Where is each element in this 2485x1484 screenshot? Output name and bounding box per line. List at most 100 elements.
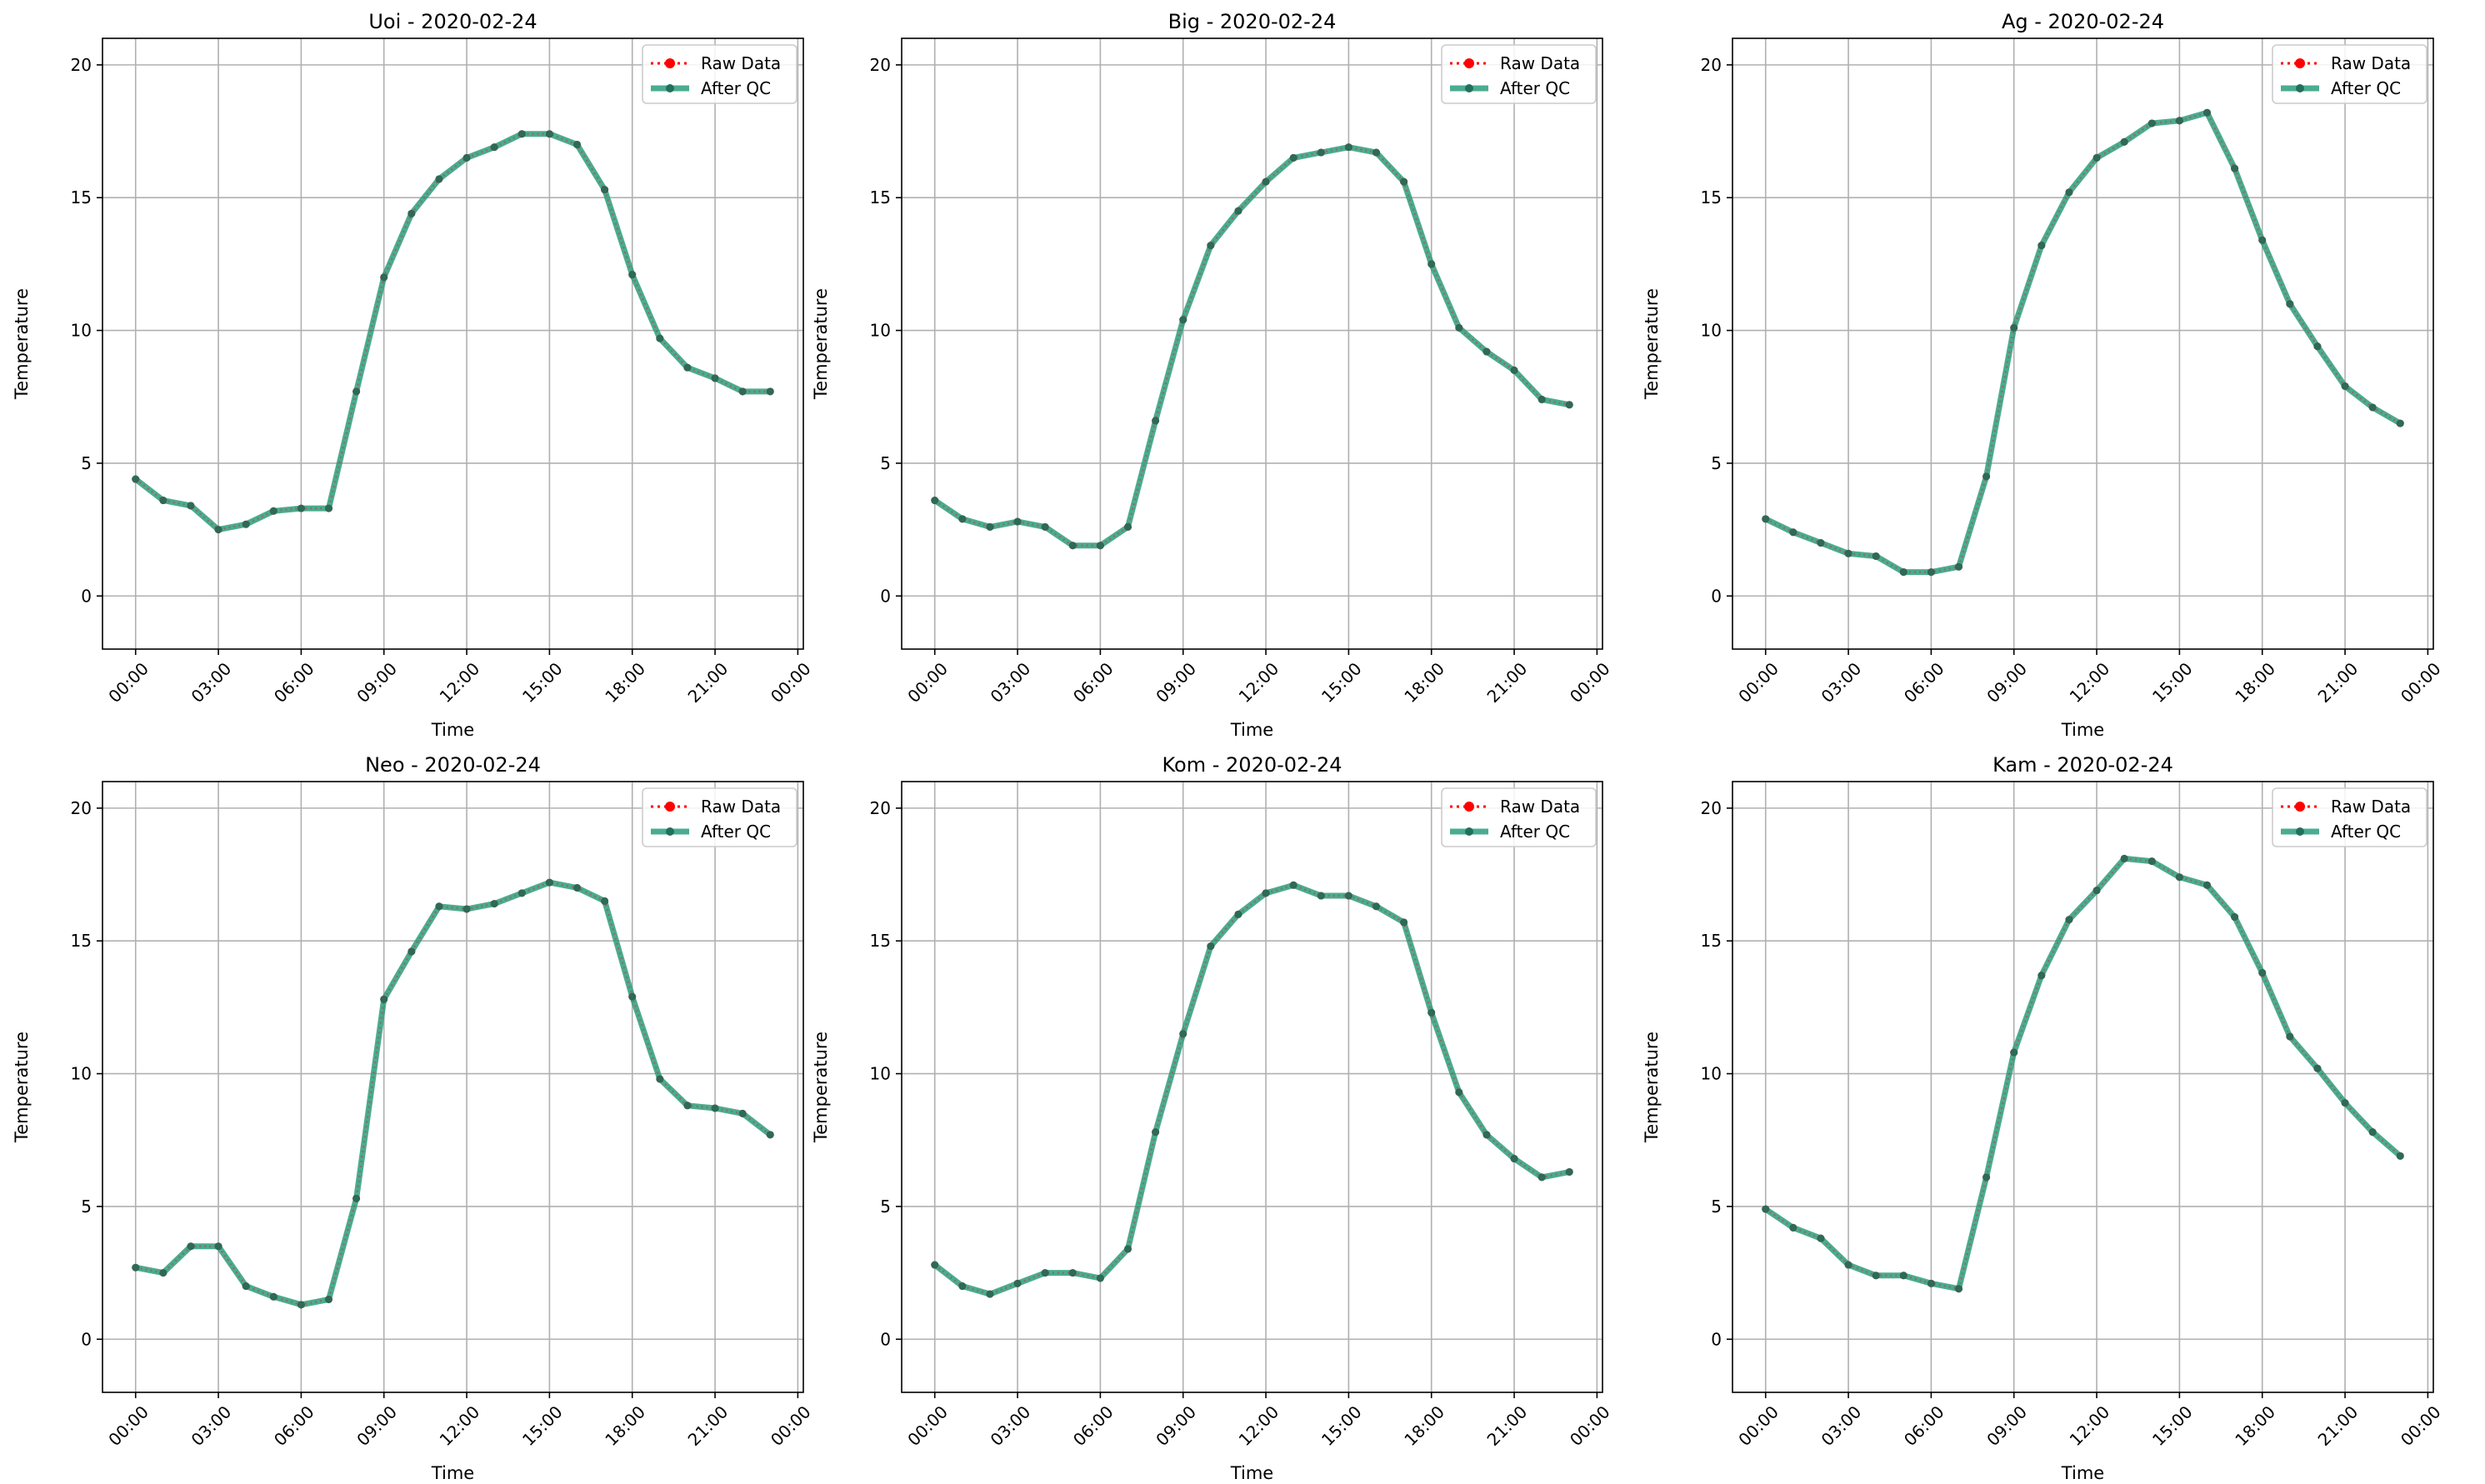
data-point-after-qc xyxy=(352,387,361,396)
data-point-after-qc xyxy=(711,374,719,382)
y-tick-label: 0 xyxy=(81,1329,92,1349)
data-point-after-qc xyxy=(2175,873,2183,882)
x-axis-label: Time xyxy=(1230,720,1273,740)
data-point-after-qc xyxy=(187,1242,195,1251)
data-point-after-qc xyxy=(2092,887,2101,895)
y-axis-label: Temperature xyxy=(12,288,32,400)
plot-frame xyxy=(1732,37,2434,650)
data-point-after-qc xyxy=(1400,177,1408,186)
data-point-after-qc xyxy=(2148,857,2156,866)
data-point-after-qc xyxy=(1317,892,1325,900)
data-point-after-qc xyxy=(1124,1245,1132,1253)
data-point-after-qc xyxy=(601,186,609,194)
data-point-after-qc xyxy=(1207,942,1215,951)
data-point-after-qc xyxy=(1289,881,1298,889)
data-point-after-qc xyxy=(1538,1173,1546,1182)
data-point-after-qc xyxy=(1762,515,1770,523)
subplot-title: Big - 2020-02-24 xyxy=(1168,10,1337,33)
data-point-after-qc xyxy=(2396,1152,2404,1160)
data-point-after-qc xyxy=(738,1109,747,1117)
y-tick-label: 20 xyxy=(870,798,891,818)
data-point-after-qc xyxy=(1289,153,1298,162)
series-line-raw-data xyxy=(134,132,771,531)
y-tick-label: 0 xyxy=(880,1329,891,1349)
data-point-after-qc xyxy=(931,497,939,505)
legend-label-after-qc: After QC xyxy=(1500,78,1570,98)
legend-marker-after-qc xyxy=(2296,84,2304,92)
data-point-after-qc xyxy=(1428,260,1436,268)
data-point-after-qc xyxy=(958,1282,967,1291)
y-tick-label: 5 xyxy=(880,453,891,473)
legend: Raw Data After QC xyxy=(2272,787,2428,847)
y-tick-label: 10 xyxy=(1701,1064,1722,1084)
legend-marker-raw-data xyxy=(1464,802,1474,812)
legend-label-raw-data: Raw Data xyxy=(701,53,781,73)
data-point-after-qc xyxy=(1262,889,1270,897)
x-axis-label: Time xyxy=(2061,1463,2104,1483)
data-point-after-qc xyxy=(380,995,388,1003)
legend: Raw Data After QC xyxy=(1441,44,1597,104)
data-point-after-qc xyxy=(2038,972,2046,980)
y-tick-label: 10 xyxy=(71,321,92,341)
data-point-after-qc xyxy=(2313,1064,2322,1072)
y-axis-label: Temperature xyxy=(811,1032,831,1143)
legend-marker-raw-data xyxy=(665,58,675,68)
data-point-after-qc xyxy=(1872,1272,1880,1280)
series-line-after-qc xyxy=(932,882,1570,1297)
series-line-raw-data xyxy=(1765,111,2401,573)
data-point-after-qc xyxy=(2120,137,2128,146)
data-point-after-qc xyxy=(1400,918,1408,927)
y-axis-label: Temperature xyxy=(1642,288,1662,400)
legend: Raw Data After QC xyxy=(2272,44,2428,104)
data-point-after-qc xyxy=(1068,1269,1077,1277)
data-point-after-qc xyxy=(1068,542,1077,550)
data-point-after-qc xyxy=(462,905,471,913)
y-tick-label: 15 xyxy=(71,931,92,951)
data-point-after-qc xyxy=(435,902,443,911)
legend-label-raw-data: Raw Data xyxy=(701,797,781,817)
legend: Raw Data After QC xyxy=(642,787,798,847)
data-point-after-qc xyxy=(2341,1099,2349,1107)
data-point-after-qc xyxy=(766,387,774,396)
data-point-after-qc xyxy=(2038,242,2046,250)
data-point-after-qc xyxy=(711,1104,719,1112)
data-point-after-qc xyxy=(1262,177,1270,186)
legend-marker-after-qc xyxy=(1465,84,1473,92)
data-point-after-qc xyxy=(2120,854,2128,862)
data-point-after-qc xyxy=(159,497,168,505)
data-point-after-qc xyxy=(986,1290,994,1298)
data-point-after-qc xyxy=(297,1301,305,1309)
data-point-after-qc xyxy=(2010,1048,2018,1057)
data-point-after-qc xyxy=(656,334,664,342)
data-point-after-qc xyxy=(683,1102,692,1110)
data-point-after-qc xyxy=(1927,1279,1935,1287)
data-point-after-qc xyxy=(1041,522,1049,531)
legend-label-raw-data: Raw Data xyxy=(1500,53,1580,73)
y-tick-label: 0 xyxy=(880,586,891,606)
data-point-after-qc xyxy=(1179,316,1188,324)
data-point-after-qc xyxy=(242,1282,250,1291)
data-point-after-qc xyxy=(1565,1167,1573,1176)
y-tick-label: 20 xyxy=(71,798,92,818)
data-point-after-qc xyxy=(242,520,250,528)
legend-marker-after-qc xyxy=(2296,827,2304,836)
plot-frame xyxy=(901,37,1603,650)
data-point-after-qc xyxy=(1482,1131,1491,1139)
series-line-after-qc xyxy=(1763,855,2402,1292)
legend-label-raw-data: Raw Data xyxy=(2331,53,2411,73)
data-point-after-qc xyxy=(1234,207,1242,215)
data-point-after-qc xyxy=(1428,1008,1436,1017)
y-tick-label: 5 xyxy=(81,453,92,473)
data-point-after-qc xyxy=(1565,401,1573,409)
data-point-after-qc xyxy=(325,1295,333,1303)
data-point-after-qc xyxy=(1844,1261,1852,1269)
data-point-after-qc xyxy=(2286,1032,2294,1041)
data-point-after-qc xyxy=(1872,552,1880,560)
data-point-after-qc xyxy=(1538,395,1546,403)
y-tick-label: 10 xyxy=(870,321,891,341)
data-point-after-qc xyxy=(490,143,498,152)
legend: Raw Data After QC xyxy=(1441,787,1597,847)
legend-marker-raw-data xyxy=(665,802,675,812)
data-point-after-qc xyxy=(1013,517,1022,526)
subplot-title: Ag - 2020-02-24 xyxy=(2002,10,2164,33)
